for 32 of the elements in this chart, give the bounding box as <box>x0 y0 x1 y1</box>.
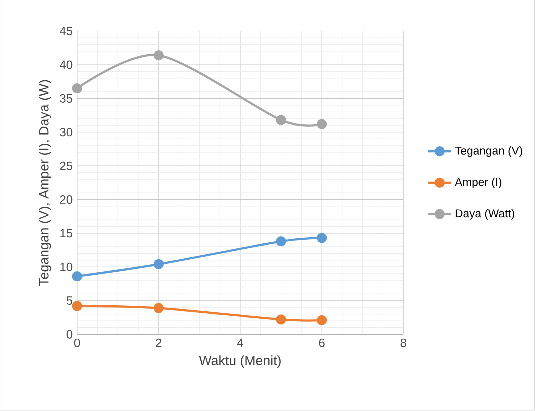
legend-label: Daya (Watt) <box>456 209 514 220</box>
point <box>154 50 164 61</box>
y-tick-label: 20 <box>60 196 73 204</box>
point <box>154 303 164 314</box>
x-tick-label: 6 <box>319 338 325 348</box>
point <box>72 84 82 94</box>
point <box>316 233 328 244</box>
point <box>72 272 82 282</box>
point <box>276 236 286 247</box>
y-tick-label: 40 <box>60 60 73 70</box>
y-tick-label: 45 <box>60 27 73 36</box>
x-axis-title: Waktu (Menit) <box>199 356 281 368</box>
point <box>276 314 286 325</box>
legend-label: Amper (I) <box>455 178 502 189</box>
y-axis-title: Tegangan (V), Amper (I), Daya (W) <box>38 80 52 286</box>
y-tick-label: 25 <box>60 162 73 170</box>
x-tick-label: 2 <box>156 338 162 348</box>
x-tick-label: 8 <box>400 338 406 348</box>
y-tick-label: 0 <box>66 330 73 339</box>
point <box>316 315 328 326</box>
y-tick-label: 5 <box>66 296 73 306</box>
y-tick-label: 30 <box>60 128 73 137</box>
point <box>276 115 286 126</box>
x-tick-label: 4 <box>237 338 244 348</box>
y-tick-label: 15 <box>60 229 73 238</box>
y-tick-label: 35 <box>60 94 73 103</box>
x-tick-label: 0 <box>74 338 80 348</box>
point <box>316 119 328 130</box>
y-tick-label: 10 <box>60 262 73 272</box>
point <box>154 259 164 270</box>
legend-label: Tegangan (V) <box>455 146 522 158</box>
point <box>72 301 82 312</box>
